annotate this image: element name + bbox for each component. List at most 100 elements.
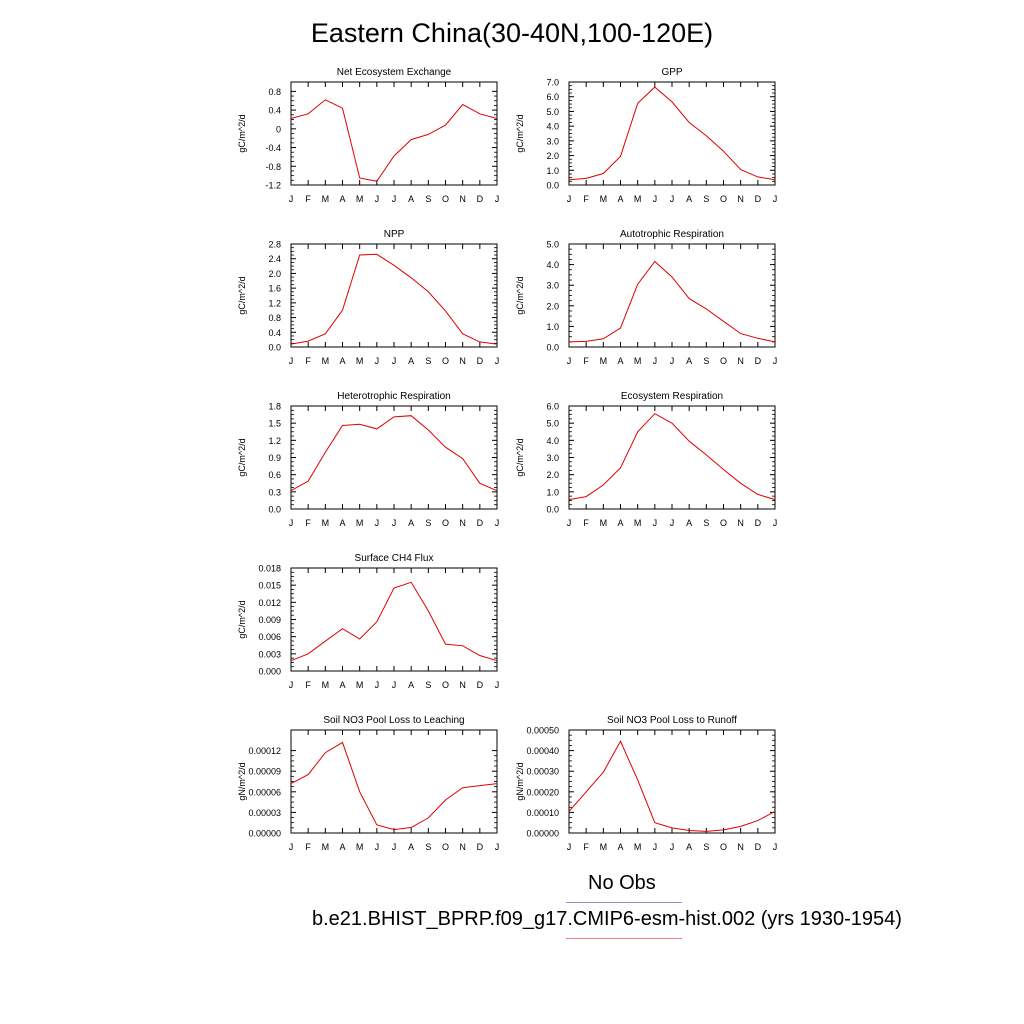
plot-frame [568,405,776,510]
x-tick-label: S [425,518,431,528]
y-tick-label: 6.0 [546,402,559,412]
x-tick-label: M [356,356,364,366]
x-tick-label: F [305,842,311,852]
y-tick-label: 0.00010 [526,808,559,818]
y-tick-label: 0.8 [268,87,281,97]
x-tick-label: M [600,842,608,852]
y-tick-label: 0.00000 [526,829,559,839]
legend-label-model-run: b.e21.BHIST_BPRP.f09_g17.CMIP6-esm-hist.… [312,908,902,930]
y-tick-label: -1.2 [265,181,281,191]
y-tick-label: 6.0 [546,92,559,102]
x-tick-label: M [356,518,364,528]
x-tick-label: A [686,356,692,366]
x-tick-label: A [408,356,414,366]
x-tick-label: S [425,842,431,852]
y-axis-label: gN/m^2/d [237,762,247,800]
y-axis-label: gC/m^2/d [237,438,247,476]
x-tick-label: M [634,842,642,852]
x-tick-label: N [459,356,466,366]
x-tick-label: D [477,680,484,690]
y-tick-label: 0.012 [258,598,281,608]
y-tick-label: 0.00050 [526,726,559,736]
series-line [290,415,498,492]
plot-frame [568,81,776,186]
y-tick-label: 0.0 [268,343,281,353]
y-axis-label: gC/m^2/d [515,438,525,476]
panel-title: GPP [661,67,682,78]
x-tick-label: S [703,518,709,528]
x-tick-label: A [339,356,345,366]
x-tick-label: M [600,356,608,366]
x-tick-label: D [477,356,484,366]
y-tick-label: 0.4 [268,106,281,116]
x-tick-label: D [755,518,762,528]
y-tick-label: 0 [276,124,281,134]
x-tick-label: M [356,194,364,204]
y-tick-label: 0.0 [546,181,559,191]
x-tick-label: O [720,842,727,852]
x-tick-label: A [617,842,623,852]
y-tick-label: 0.00000 [248,829,281,839]
x-tick-label: M [600,518,608,528]
x-tick-label: J [289,356,294,366]
x-tick-label: N [459,194,466,204]
y-tick-label: 0.6 [268,470,281,480]
series-line [568,740,776,832]
x-tick-label: J [773,518,778,528]
x-tick-label: J [567,518,572,528]
x-tick-label: O [442,842,449,852]
y-tick-label: 1.6 [268,284,281,294]
x-tick-label: M [634,194,642,204]
x-tick-label: M [322,356,330,366]
y-tick-label: 0.00012 [248,746,281,756]
x-tick-label: M [634,518,642,528]
x-tick-label: S [703,842,709,852]
x-tick-label: O [442,680,449,690]
x-tick-label: A [617,518,623,528]
y-tick-label: 0.00009 [248,767,281,777]
x-tick-label: S [425,194,431,204]
x-tick-label: A [339,680,345,690]
y-tick-label: 2.0 [268,269,281,279]
y-tick-label: 2.4 [268,254,281,264]
y-axis-label: gC/m^2/d [237,276,247,314]
y-tick-label: 2.0 [546,151,559,161]
x-tick-label: J [567,356,572,366]
y-tick-label: 5.0 [546,107,559,117]
y-tick-label: 5.0 [546,240,559,250]
x-tick-label: J [495,356,500,366]
x-tick-label: J [653,194,658,204]
y-tick-label: 0.00006 [248,787,281,797]
legend-line-model-run [566,938,682,939]
x-tick-label: D [755,356,762,366]
plot-frame [290,243,498,348]
series-line [290,741,498,831]
x-tick-label: O [442,194,449,204]
x-tick-label: A [408,518,414,528]
y-tick-label: 1.8 [268,402,281,412]
panel-title: Ecosystem Respiration [621,391,723,402]
x-tick-label: M [322,194,330,204]
y-tick-label: 2.8 [268,240,281,250]
x-tick-label: J [495,842,500,852]
y-axis-label: gC/m^2/d [515,114,525,152]
x-tick-label: J [289,680,294,690]
x-tick-label: J [392,518,397,528]
x-tick-label: F [305,194,311,204]
y-tick-label: 0.018 [258,564,281,574]
x-tick-label: M [322,842,330,852]
x-tick-label: J [392,842,397,852]
x-tick-label: J [567,842,572,852]
x-tick-label: J [670,356,675,366]
plot-frame [290,567,498,672]
y-tick-label: 0.8 [268,313,281,323]
y-tick-label: 0.4 [268,328,281,338]
y-tick-label: 1.2 [268,298,281,308]
x-tick-label: M [356,842,364,852]
x-tick-label: A [686,842,692,852]
x-tick-label: S [703,194,709,204]
